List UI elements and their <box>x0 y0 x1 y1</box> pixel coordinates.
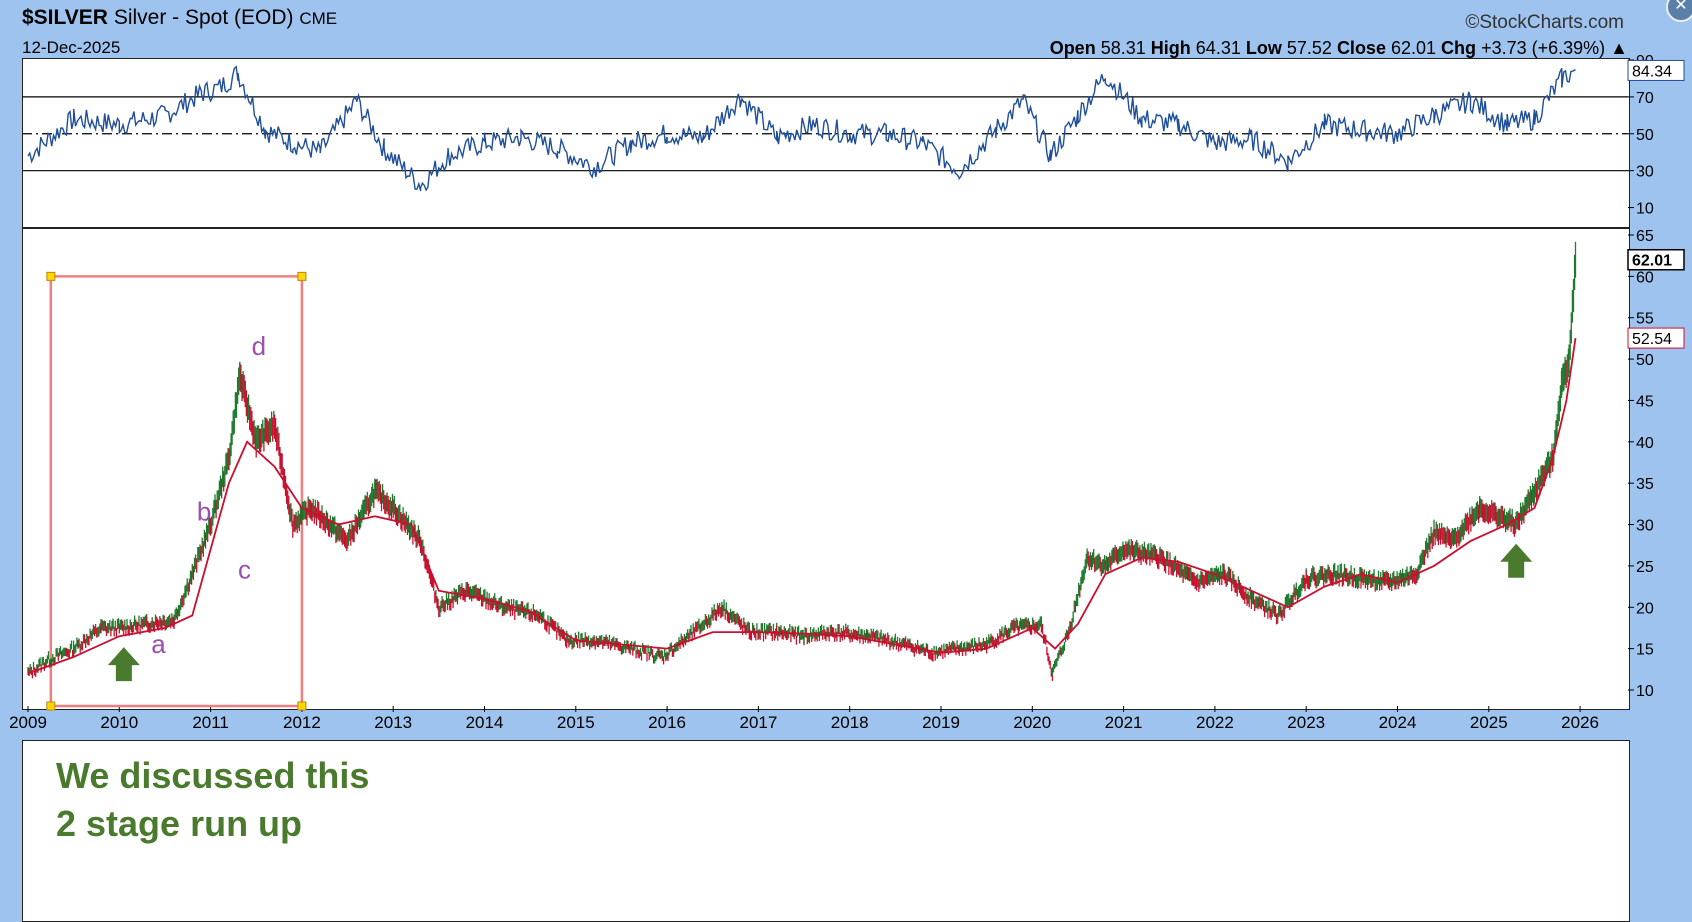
annotation-c: c <box>238 554 251 584</box>
close-value: 62.01 <box>1390 38 1437 58</box>
chg-label: Chg <box>1441 38 1477 58</box>
ma-value-tag <box>1627 327 1685 349</box>
rsi-line <box>27 65 1576 192</box>
price-panel <box>22 228 1630 710</box>
x-tick-label: 2013 <box>374 713 412 732</box>
moving-average-line <box>27 337 1577 675</box>
rsi-value-tag-label: 84.34 <box>1632 63 1672 80</box>
x-tick-label: 2015 <box>557 713 595 732</box>
up-arrow-icon <box>1500 543 1533 578</box>
high-label: High <box>1150 38 1191 58</box>
x-tick-label: 2023 <box>1287 713 1325 732</box>
price-tick-label: 10 <box>1636 683 1654 700</box>
price-tick-label: 40 <box>1636 435 1654 452</box>
highlight-box <box>49 275 304 708</box>
x-tick-label: 2016 <box>648 713 686 732</box>
price-tick-label: 35 <box>1636 476 1654 493</box>
ma-value-tag-label: 52.54 <box>1632 331 1672 348</box>
x-tick-label: 2012 <box>283 713 321 732</box>
highlight-box-handle <box>46 701 56 711</box>
x-tick-label: 2021 <box>1105 713 1143 732</box>
note-text: We discussed this 2 stage run up <box>56 752 369 848</box>
brand[interactable]: ©StockCharts.com <box>1465 12 1624 33</box>
x-tick-label: 2014 <box>466 713 504 732</box>
price-tick-label: 45 <box>1636 393 1654 410</box>
close-value-tag-label: 62.01 <box>1632 253 1672 270</box>
symbol: $SILVER <box>22 6 108 29</box>
rsi-tick-label: 70 <box>1636 90 1654 107</box>
rsi-tick-label: 50 <box>1636 127 1654 144</box>
high-value: 64.31 <box>1195 38 1241 58</box>
price-tick-label: 15 <box>1636 642 1654 659</box>
x-tick-label: 2017 <box>739 713 777 732</box>
x-tick-label: 2019 <box>922 713 960 732</box>
rsi-tick-label: 10 <box>1636 201 1654 218</box>
price-tick-label: 50 <box>1636 352 1654 369</box>
price-tick-label: 55 <box>1636 311 1654 328</box>
price-tick-label: 20 <box>1636 600 1654 617</box>
exchange: CME <box>299 9 338 28</box>
x-tick-label: 2022 <box>1196 713 1234 732</box>
x-tick-label: 2010 <box>100 713 138 732</box>
note-line-1: We discussed this <box>56 755 370 796</box>
price-tick-label: 30 <box>1636 518 1654 535</box>
x-tick-label: 2026 <box>1561 713 1599 732</box>
ohlc-summary: Open 58.31 High 64.31 Low 57.52 Close 62… <box>1050 38 1628 59</box>
close-label: Close <box>1336 38 1386 58</box>
annotation-a: a <box>151 629 166 659</box>
chart-title: $SILVER Silver - Spot (EOD) CME <box>22 6 337 30</box>
price-tick-label: 60 <box>1636 269 1654 286</box>
x-tick-label: 2009 <box>9 713 47 732</box>
price-tick-label: 25 <box>1636 559 1654 576</box>
chart-svg: 907050301084.346560555045403530252015102… <box>9 53 1685 732</box>
rsi-value-tag <box>1627 59 1685 81</box>
highlight-box-handle <box>46 271 56 281</box>
price-tick-label: 65 <box>1636 228 1654 245</box>
open-label: Open <box>1049 38 1096 58</box>
close-x-icon[interactable]: ✕ <box>1666 0 1692 22</box>
notes-panel <box>22 740 1630 922</box>
chg-value: +3.73 (+6.39%) <box>1481 38 1606 58</box>
x-tick-label: 2024 <box>1379 713 1417 732</box>
low-label: Low <box>1245 38 1282 58</box>
highlight-box-handle <box>297 271 307 281</box>
annotation-d: d <box>252 331 266 361</box>
rsi-tick-label: 30 <box>1636 164 1654 181</box>
annotation-b: b <box>197 496 211 526</box>
note-line-2: 2 stage run up <box>56 803 303 844</box>
low-value: 57.52 <box>1286 38 1332 58</box>
open-value: 58.31 <box>1100 38 1146 58</box>
triangle-up-icon: ▲ <box>1610 38 1628 58</box>
x-tick-label: 2018 <box>831 713 869 732</box>
close-value-tag <box>1627 248 1685 271</box>
up-arrow-icon <box>107 647 140 682</box>
x-tick-label: 2020 <box>1013 713 1051 732</box>
x-tick-label: 2025 <box>1470 713 1508 732</box>
highlight-box-handle <box>297 701 307 711</box>
chart-date: 12-Dec-2025 <box>22 38 121 57</box>
instrument-name: Silver - Spot (EOD) <box>113 6 294 29</box>
x-tick-label: 2011 <box>192 713 229 732</box>
